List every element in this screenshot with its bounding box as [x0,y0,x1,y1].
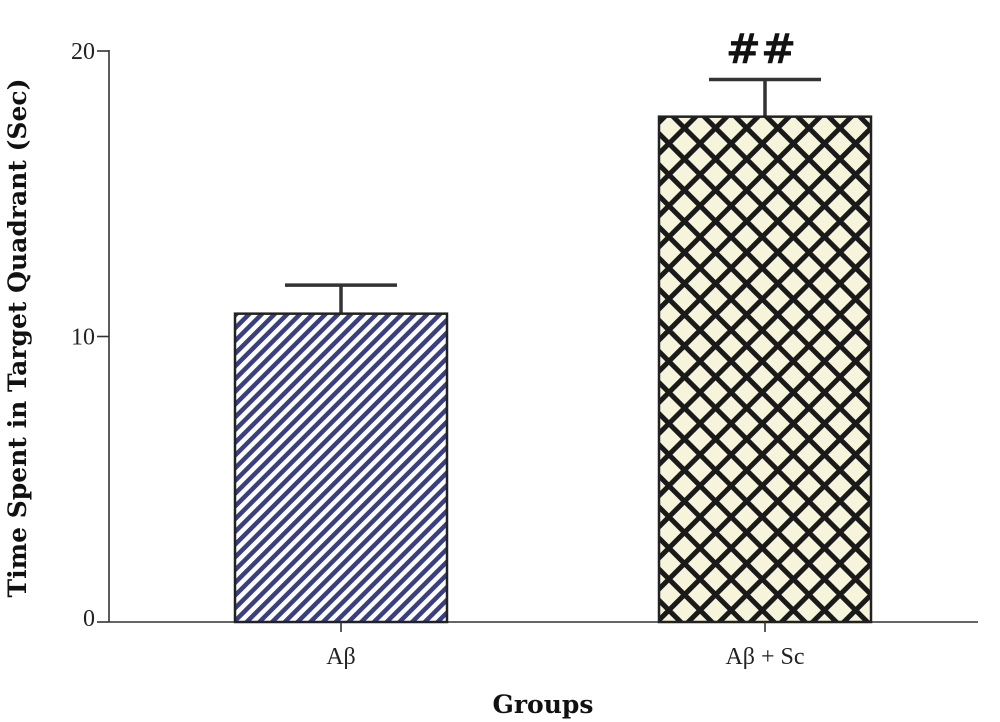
x-axis-title: Groups [493,690,594,719]
bar-0 [233,312,449,624]
x-tick-label-1: Aβ + Sc [725,644,804,670]
plot-area: 0 10 20 Aβ Aβ + Sc ## [71,25,978,670]
y-tick-label-0: 0 [83,606,95,632]
y-tick-label-20: 20 [71,39,95,65]
y-tick-label-10: 10 [71,325,95,351]
x-tick-label-0: Aβ [326,644,356,670]
bar-1 [657,115,873,624]
y-axis-title: Time Spent in Target Quadrant (Sec) [3,79,32,598]
significance-annotation-1: ## [726,25,796,74]
